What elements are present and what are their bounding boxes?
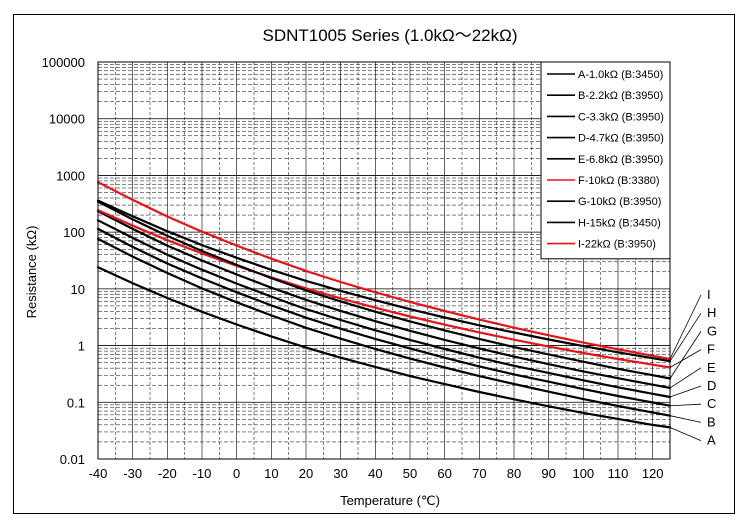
y-tick-label: 0.1 — [67, 395, 85, 410]
legend-entry-label: A-1.0kΩ (B:3450) — [578, 69, 663, 81]
leader-line — [669, 367, 702, 389]
x-tick-label: -20 — [158, 466, 177, 481]
leader-line — [669, 312, 702, 362]
series-line-c — [96, 227, 672, 407]
series-line-b — [96, 237, 672, 417]
x-tick-label: 0 — [233, 466, 240, 481]
series-line-d — [96, 219, 672, 399]
chart-frame: SDNT1005 Series (1.0kΩ～22kΩ) Resistance … — [13, 14, 735, 514]
legend-entry-label: B-2.2kΩ (B:3950) — [578, 90, 663, 102]
y-tick-label: 1 — [78, 339, 85, 354]
leader-line — [669, 294, 702, 360]
series-lines — [96, 181, 672, 429]
x-tick-label: 40 — [368, 466, 382, 481]
x-tick-label: 50 — [403, 466, 417, 481]
axes: -40 -30 -20 -10 0 10 20 30 40 50 60 70 80 90 100 110 120… — [42, 55, 671, 481]
x-tick-label: 60 — [437, 466, 451, 481]
series-end-label: C — [707, 396, 716, 411]
x-tick-label: -40 — [89, 466, 108, 481]
x-tick-label: 20 — [299, 466, 313, 481]
series-end-label: E — [707, 360, 716, 375]
y-tick-label: 1000 — [56, 168, 85, 183]
leader-line — [669, 403, 702, 407]
legend: A-1.0kΩ (B:3450) B-2.2kΩ (B:3950) C-3.3kΩ … — [540, 61, 671, 260]
series-line-e — [96, 210, 672, 389]
legend-entry-label: E-6.8kΩ (B:3950) — [578, 154, 663, 166]
legend-entry-label: I-22kΩ (B:3950) — [578, 239, 656, 251]
series-line-a — [96, 266, 672, 429]
y-tick-label: 100 — [63, 225, 85, 240]
legend-entry-label: F-10kΩ (B:3380) — [578, 175, 660, 187]
x-tick-label: 120 — [642, 466, 664, 481]
leader-line — [669, 349, 702, 368]
leader-line — [669, 331, 702, 379]
x-tick-label: 90 — [541, 466, 555, 481]
series-line-i — [96, 181, 672, 361]
legend-entry-label: G-10kΩ (B:3950) — [578, 196, 661, 208]
x-tick-label: -10 — [193, 466, 212, 481]
series-line-g — [96, 200, 672, 380]
legend-entry-label: D-4.7kΩ (B:3950) — [578, 133, 664, 145]
chart-canvas: SDNT1005 Series (1.0kΩ～22kΩ) Resistance … — [24, 26, 717, 508]
series-line-h — [96, 199, 672, 363]
legend-entry-label: H-15kΩ (B:3450) — [578, 217, 661, 229]
leader-line — [669, 427, 702, 441]
y-tick-label: 10 — [71, 282, 85, 297]
series-line-f — [96, 209, 672, 369]
x-tick-label: -30 — [123, 466, 142, 481]
y-tick-label: 100000 — [42, 55, 85, 70]
x-tick-label: 70 — [472, 466, 486, 481]
series-end-label: B — [707, 414, 716, 429]
series-end-label: G — [707, 323, 717, 338]
y-tick-label: 10000 — [49, 112, 85, 127]
series-end-label: A — [707, 433, 716, 448]
series-end-label: F — [707, 342, 715, 357]
x-tick-label: 80 — [507, 466, 521, 481]
series-end-label: I — [707, 287, 711, 302]
series-end-label: H — [707, 305, 716, 320]
x-axis-label: Temperature (℃) — [340, 493, 440, 508]
series-end-label: D — [707, 378, 716, 393]
leader-line — [669, 385, 702, 398]
x-tick-label: 110 — [608, 466, 629, 481]
x-tick-label: 100 — [572, 466, 594, 481]
leader-line — [669, 415, 702, 423]
x-tick-label: 30 — [333, 466, 347, 481]
chart-title: SDNT1005 Series (1.0kΩ～22kΩ) — [262, 26, 517, 45]
y-tick-label: 0.01 — [60, 452, 85, 467]
plot-border — [97, 61, 671, 460]
legend-entry-label: C-3.3kΩ (B:3950) — [578, 111, 664, 123]
y-axis-label: Resistance (kΩ) — [24, 226, 39, 319]
x-tick-label: 10 — [264, 466, 278, 481]
